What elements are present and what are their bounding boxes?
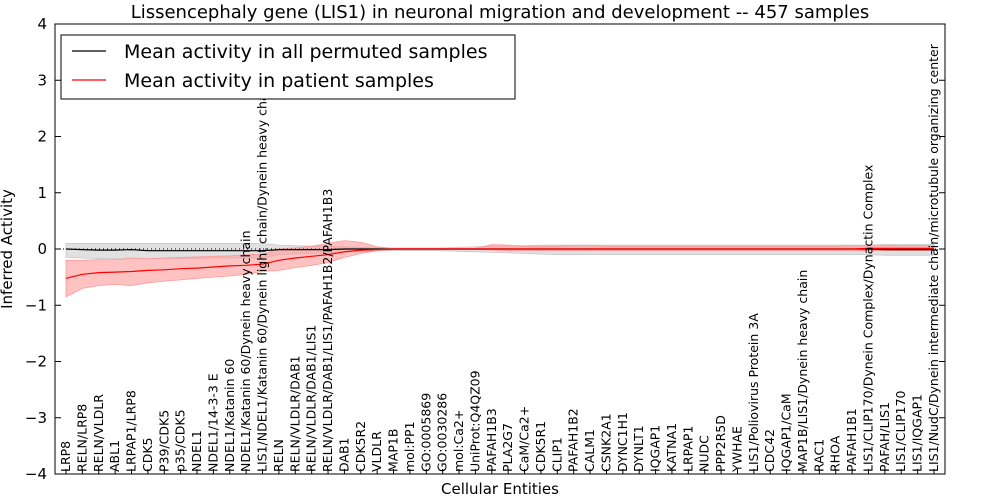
y-tick-label: 3 bbox=[37, 71, 47, 89]
y-tick-label: −2 bbox=[25, 353, 47, 371]
x-tick-label: CSNK2A1 bbox=[598, 413, 613, 472]
x-tick-label: RELN/VLDLR/DAB1/LIS1/PAFAH1B2/PAFAH1B3 bbox=[320, 189, 335, 472]
x-tick-label: CDK5R1 bbox=[533, 421, 548, 472]
x-tick-label: RELN/VLDLR bbox=[91, 394, 106, 472]
chart-title: Lissencephaly gene (LIS1) in neuronal mi… bbox=[131, 2, 870, 23]
x-tick-label: KATNA1 bbox=[664, 423, 679, 472]
x-tick-label: LIS1/NudC/Dynein intermediate chain/micr… bbox=[926, 43, 941, 472]
x-tick-label: IQGAP1 bbox=[648, 425, 663, 472]
y-tick-label: −4 bbox=[25, 465, 47, 483]
x-tick-label: PAFAH/LIS1 bbox=[877, 402, 892, 472]
x-tick-label: p35/CDK5 bbox=[173, 409, 188, 472]
x-tick-label: LRP8 bbox=[58, 441, 73, 472]
x-tick-label: CDC42 bbox=[762, 429, 777, 472]
x-tick-label: NDEL1/14-3-3 E bbox=[205, 373, 220, 472]
x-tick-label: MAP1B/LIS1/Dynein heavy chain bbox=[795, 270, 810, 472]
x-tick-label: VLDLR bbox=[369, 431, 384, 472]
x-tick-label: CALM1 bbox=[582, 429, 597, 472]
y-axis: −4 −3 −2 −1 0 1 2 3 4 bbox=[25, 15, 945, 483]
x-tick-label: PPP2R5D bbox=[713, 415, 728, 472]
x-tick-label: P39/CDK5 bbox=[156, 410, 171, 472]
legend-label-patient: Mean activity in patient samples bbox=[124, 70, 434, 92]
x-tick-label: RELN/VLDLR/DAB1 bbox=[287, 355, 302, 472]
y-tick-label: −3 bbox=[25, 409, 47, 427]
x-tick-label: RHOA bbox=[828, 435, 843, 472]
x-tick-label: LIS1/Poliovirus Protein 3A bbox=[746, 313, 761, 472]
y-tick-label: 4 bbox=[37, 15, 47, 33]
x-tick-label: LIS1/CLIP170/Dynein Complex/Dynactin Com… bbox=[860, 165, 875, 472]
patient-mean-line bbox=[65, 247, 934, 279]
x-tick-label: RELN/LRP8 bbox=[74, 404, 89, 472]
x-tick-label: LIS1/CLIP170 bbox=[893, 390, 908, 472]
legend-box bbox=[60, 34, 516, 100]
x-tick-label: RAC1 bbox=[811, 439, 826, 472]
x-tick-label: CaM/Ca2+ bbox=[517, 406, 532, 472]
x-tick-label: DYNLT1 bbox=[631, 425, 646, 472]
x-tick-label: mol:PP1 bbox=[402, 421, 417, 472]
x-tick-label: PAFAH1B1 bbox=[844, 408, 859, 472]
x-axis-label: Cellular Entities bbox=[441, 480, 559, 498]
y-tick-label: 0 bbox=[37, 240, 47, 258]
x-tick-label: MAP1B bbox=[386, 429, 401, 472]
y-tick-label: 2 bbox=[37, 128, 47, 146]
x-tick-label: IQGAP1/CaM bbox=[779, 393, 794, 472]
x-tick-label: CDK5 bbox=[140, 437, 155, 472]
x-tick-label: RELN bbox=[271, 439, 286, 472]
x-tick-label: GO:0030286 bbox=[435, 393, 450, 472]
legend: Mean activity in all permuted samples Me… bbox=[60, 34, 516, 100]
x-axis: LRP8 RELN/LRP8 RELN/VLDLR ABL1 LRPAP1/LRP8 CD… bbox=[58, 43, 941, 474]
x-tick-label: RELN/VLDLR/DAB1/LIS1 bbox=[304, 325, 319, 472]
x-tick-label: CDK5R2 bbox=[353, 421, 368, 472]
y-tick-label: −1 bbox=[25, 296, 47, 314]
x-tick-label: mol:Ca2+ bbox=[451, 410, 466, 472]
x-tick-label: LRPAP1/LRP8 bbox=[124, 390, 139, 472]
x-tick-label: DYNC1H1 bbox=[615, 412, 630, 472]
legend-label-permuted: Mean activity in all permuted samples bbox=[124, 41, 487, 63]
x-tick-label: CLIP1 bbox=[549, 437, 564, 472]
x-tick-label: PAFAH1B2 bbox=[566, 408, 581, 472]
x-tick-label: UniProt:Q4QZ09 bbox=[467, 370, 482, 472]
x-tick-label: NDEL1/Katanin 60 bbox=[222, 359, 237, 472]
x-tick-label: PAFAH1B3 bbox=[484, 408, 499, 472]
y-tick-label: 1 bbox=[37, 184, 47, 202]
x-tick-label: LRPAP1 bbox=[680, 426, 695, 472]
x-tick-label: NDEL1/Katanin 60/Dynein heavy chain bbox=[238, 230, 253, 472]
x-tick-label: NUDC bbox=[697, 435, 712, 472]
x-tick-label: YWHAE bbox=[729, 426, 744, 473]
x-tick-label: LIS1/IQGAP1 bbox=[910, 394, 925, 472]
patient-range-band bbox=[65, 240, 935, 298]
x-tick-label: NDEL1 bbox=[189, 430, 204, 472]
lines-layer bbox=[65, 247, 934, 279]
x-tick-label: ABL1 bbox=[107, 440, 122, 472]
x-tick-label: LIS1/NDEL1/Katanin 60/Dynein light chain… bbox=[255, 82, 270, 472]
x-tick-label: PLA2G7 bbox=[500, 423, 515, 472]
y-axis-label: Inferred Activity bbox=[0, 189, 16, 309]
x-tick-label: DAB1 bbox=[336, 438, 351, 473]
x-tick-label: GO:0005869 bbox=[418, 393, 433, 472]
